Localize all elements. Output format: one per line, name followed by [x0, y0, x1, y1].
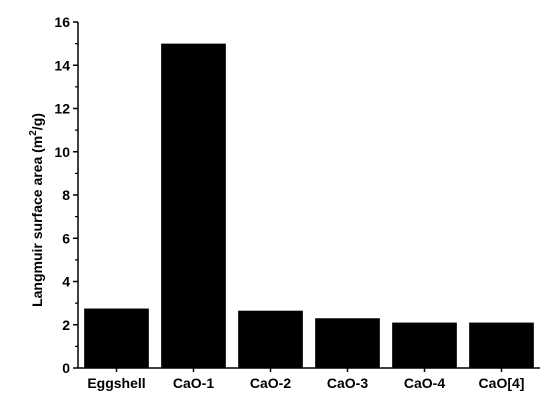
bar-cao-2 — [238, 310, 303, 368]
bar-cao-3 — [315, 318, 380, 368]
y-tick-label: 10 — [54, 144, 70, 160]
x-tick-label: Eggshell — [87, 375, 145, 391]
x-tick-label: CaO-4 — [404, 375, 445, 391]
bar-cao-1 — [161, 43, 226, 369]
y-tick-label: 12 — [54, 101, 70, 117]
y-tick-label: 16 — [54, 14, 70, 30]
y-tick-label: 8 — [62, 187, 70, 203]
y-tick-label: 2 — [62, 317, 70, 333]
y-tick-label: 14 — [54, 57, 70, 73]
y-axis-label: Langmuir surface area (m2/g) — [28, 113, 45, 307]
y-axis-label-sup: 2 — [28, 130, 39, 136]
x-axis: Eggshell CaO-1 CaO-2 CaO-3 CaO-4 CaO[4] — [78, 367, 540, 391]
x-tick-label: CaO-2 — [250, 375, 291, 391]
y-axis: 0 2 4 6 8 10 12 14 16 — [54, 14, 79, 376]
x-tick-label: CaO[4] — [479, 375, 525, 391]
bars-group — [84, 43, 534, 369]
x-tick-label: CaO-3 — [327, 375, 368, 391]
y-axis-label-main: Langmuir surface area (m — [29, 136, 45, 307]
y-tick-label: 6 — [62, 230, 70, 246]
y-tick-label: 0 — [62, 360, 70, 376]
bar-cao-4 — [469, 322, 534, 368]
x-tick-label: CaO-1 — [173, 375, 214, 391]
bar-cao-4 — [392, 322, 457, 368]
y-tick-label: 4 — [62, 274, 70, 290]
y-axis-label-end: /g) — [29, 113, 45, 130]
bar-eggshell — [84, 308, 149, 368]
